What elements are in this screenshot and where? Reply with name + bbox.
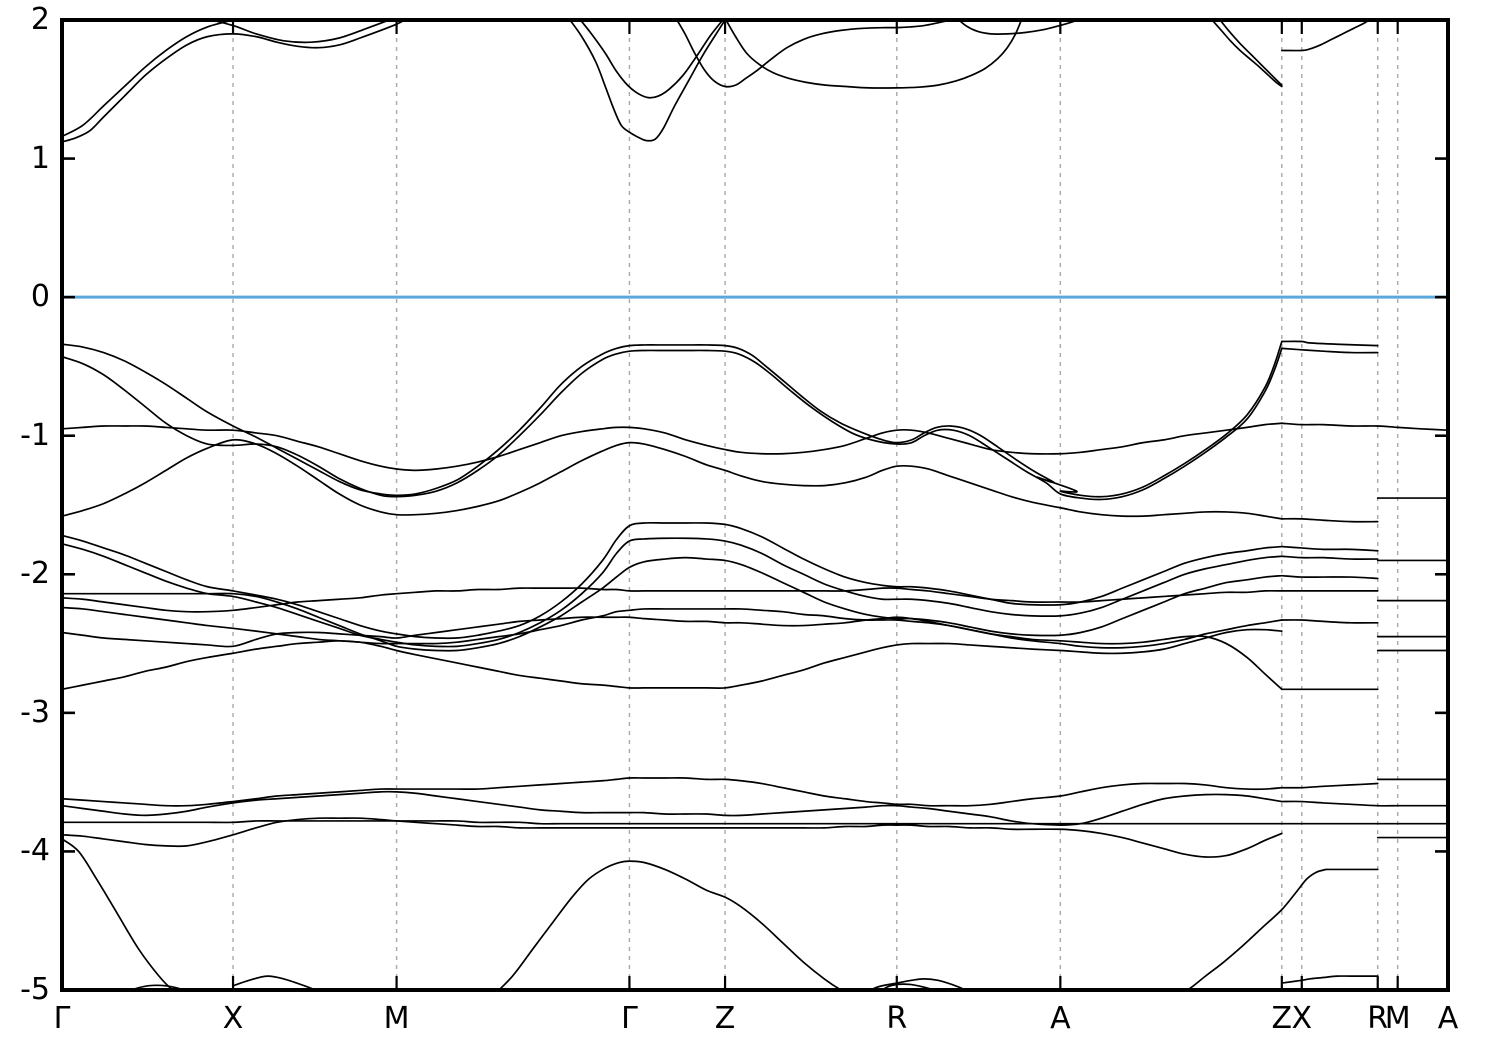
plot-frame <box>60 18 1450 992</box>
band-curve <box>62 347 1283 501</box>
gridlines-group <box>232 20 1399 990</box>
band-curve <box>62 556 1283 652</box>
band-curve <box>62 20 407 143</box>
band-curve <box>62 422 1283 472</box>
band-curve <box>497 860 843 990</box>
band-curve <box>1219 20 1283 86</box>
band-curve <box>62 790 1283 826</box>
x-tick-label: Γ <box>53 1001 71 1036</box>
y-tick-label: -4 <box>20 833 50 869</box>
band-curve <box>1280 800 1448 807</box>
band-curve <box>725 20 1023 89</box>
x-tick-label: X <box>222 1001 244 1036</box>
band-curve <box>62 817 1283 858</box>
axis-ticks-group <box>62 20 1448 990</box>
band-curve <box>1280 619 1379 624</box>
band-curves-group <box>62 20 1448 990</box>
x-tick-label: R <box>886 1001 908 1036</box>
band-curve <box>62 537 1283 648</box>
band-curve <box>1280 555 1379 560</box>
band-curve <box>957 20 1081 35</box>
y-tick-label: 2 <box>30 2 50 37</box>
band-curve <box>62 777 1283 807</box>
band-curve <box>675 20 954 88</box>
band-curve <box>62 838 175 990</box>
band-curve <box>1186 868 1327 990</box>
y-tick-label: 0 <box>30 279 50 315</box>
y-tick-label: -5 <box>20 972 50 1007</box>
x-tick-label: Z <box>714 1001 736 1036</box>
x-tick-label: A <box>1437 1001 1459 1036</box>
band-curve <box>62 438 1283 520</box>
band-curve <box>208 20 392 44</box>
band-curve <box>62 819 1283 825</box>
band-curve <box>1280 20 1371 52</box>
band-curve <box>62 628 1283 691</box>
x-tick-label: Γ <box>621 1001 638 1036</box>
x-tick-label: M <box>1384 1001 1411 1036</box>
y-tick-label: -2 <box>20 556 50 592</box>
band-curve <box>579 20 724 99</box>
band-curve <box>1280 340 1379 347</box>
y-tick-label: -3 <box>20 694 50 730</box>
band-curve <box>62 587 1283 613</box>
x-tick-label: X <box>1291 1001 1313 1036</box>
y-tick-label: 1 <box>30 140 50 176</box>
band-curve <box>232 975 318 990</box>
y-tick-label: -1 <box>20 417 50 453</box>
band-curve <box>1280 347 1379 354</box>
band-curve <box>62 340 1283 498</box>
band-curve <box>1280 975 1379 984</box>
band-curve <box>568 20 726 142</box>
band-curve <box>1210 20 1283 88</box>
band-curve <box>880 983 937 990</box>
band-curve <box>62 20 234 138</box>
axes-frame <box>60 18 1450 992</box>
band-curve <box>1280 574 1379 580</box>
band-curve <box>128 984 187 990</box>
band-curve <box>62 616 1283 691</box>
band-curve <box>1280 422 1448 432</box>
band-curve <box>1280 517 1379 523</box>
band-curve <box>869 978 968 990</box>
x-tick-label: M <box>383 1001 410 1036</box>
x-tick-label: A <box>1050 1001 1071 1036</box>
band-curve <box>1280 782 1379 789</box>
band-curve <box>1280 545 1379 552</box>
x-tick-label: Z <box>1271 1001 1293 1036</box>
x-tick-label: R <box>1367 1001 1389 1036</box>
